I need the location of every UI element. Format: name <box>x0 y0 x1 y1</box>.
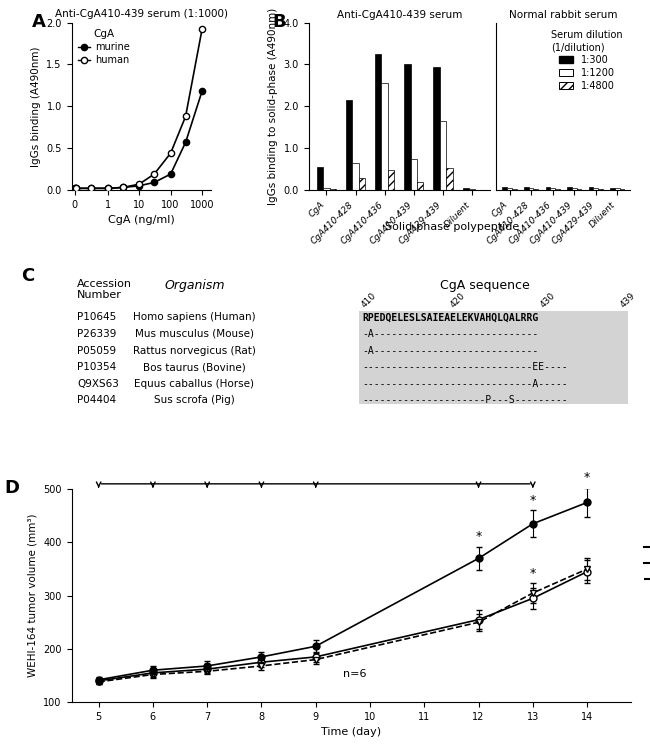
Text: 410: 410 <box>359 291 378 310</box>
Text: RPEDQELESLSAIEAELEKVAHQLQALRRG: RPEDQELESLSAIEAELEKVAHQLQALRRG <box>362 313 538 322</box>
Bar <box>507 188 512 190</box>
FancyBboxPatch shape <box>359 311 628 411</box>
Text: P26339: P26339 <box>77 329 116 339</box>
Bar <box>463 188 469 190</box>
Bar <box>534 189 538 190</box>
Text: A: A <box>32 13 46 31</box>
Y-axis label: WEHI-164 tumor volume (mm³): WEHI-164 tumor volume (mm³) <box>28 514 38 677</box>
Bar <box>555 189 560 190</box>
Text: P05059: P05059 <box>77 346 116 356</box>
Bar <box>323 188 330 190</box>
Legend: 1:300, 1:1200, 1:4800: 1:300, 1:1200, 1:4800 <box>548 27 626 94</box>
Text: -----------------------------A-----: -----------------------------A----- <box>362 378 568 389</box>
Bar <box>619 189 625 190</box>
Text: Mus musculus (Mouse): Mus musculus (Mouse) <box>135 329 254 339</box>
Bar <box>577 189 581 190</box>
Y-axis label: IgGs binding to solid-phase (A490nm): IgGs binding to solid-phase (A490nm) <box>268 8 278 205</box>
Bar <box>572 188 577 190</box>
Text: -----------------------------EE----: -----------------------------EE---- <box>362 362 568 372</box>
Bar <box>411 159 417 190</box>
Bar <box>545 187 551 190</box>
Text: P04404: P04404 <box>77 395 116 405</box>
Text: 430: 430 <box>538 291 557 310</box>
Text: Sus scrofa (Pig): Sus scrofa (Pig) <box>154 395 235 405</box>
Bar <box>615 188 619 190</box>
Text: n=6: n=6 <box>343 669 367 679</box>
Text: *: * <box>475 530 482 544</box>
Bar <box>352 163 359 190</box>
Bar <box>440 121 446 190</box>
Bar <box>598 189 603 190</box>
Bar <box>446 168 452 190</box>
Bar <box>434 66 440 190</box>
Bar <box>375 54 382 190</box>
Text: ---------------------P---S---------: ---------------------P---S--------- <box>362 395 568 405</box>
Text: -A----------------------------: -A---------------------------- <box>362 346 538 356</box>
Text: *: * <box>530 567 536 580</box>
Bar <box>512 189 517 190</box>
Text: P10645: P10645 <box>77 313 116 322</box>
X-axis label: Time (day): Time (day) <box>321 727 381 738</box>
Text: B: B <box>272 13 286 31</box>
Bar <box>593 188 598 190</box>
Bar <box>528 188 534 190</box>
Text: 439: 439 <box>619 291 637 310</box>
Text: 420: 420 <box>449 291 467 310</box>
Y-axis label: IgGs binding (A490nm): IgGs binding (A490nm) <box>31 46 41 167</box>
Text: D: D <box>5 479 20 497</box>
Text: -A----------------------------: -A---------------------------- <box>362 329 538 339</box>
Bar <box>551 188 555 190</box>
Bar <box>502 187 507 190</box>
Legend: Control Igs (6 μg, i.v.), Anti-CgA410-439 (6 μg, i.v.), Vehicle: Control Igs (6 μg, i.v.), Anti-CgA410-43… <box>642 539 650 588</box>
Bar <box>589 187 593 190</box>
Text: Organism: Organism <box>164 279 225 291</box>
Text: Bos taurus (Bovine): Bos taurus (Bovine) <box>143 362 246 372</box>
X-axis label: CgA (ng/ml): CgA (ng/ml) <box>108 215 175 225</box>
Text: Equus caballus (Horse): Equus caballus (Horse) <box>135 378 255 389</box>
Text: Q9XS63: Q9XS63 <box>77 378 119 389</box>
Title: Anti-CgA410-439 serum (1:1000): Anti-CgA410-439 serum (1:1000) <box>55 9 228 19</box>
Text: Homo sapiens (Human): Homo sapiens (Human) <box>133 313 256 322</box>
Bar <box>317 167 323 190</box>
Bar <box>359 178 365 190</box>
Title: Anti-CgA410-439 serum: Anti-CgA410-439 serum <box>337 11 462 20</box>
Text: CgA sequence: CgA sequence <box>440 279 530 291</box>
Bar <box>610 188 615 190</box>
Text: C: C <box>21 267 34 285</box>
Text: P10354: P10354 <box>77 362 116 372</box>
Bar <box>417 183 423 190</box>
Bar <box>567 187 572 190</box>
Bar <box>346 100 352 190</box>
Text: Accession
Number: Accession Number <box>77 279 132 300</box>
Bar <box>404 64 411 190</box>
Bar <box>524 187 528 190</box>
Text: *: * <box>530 494 536 507</box>
Text: *: * <box>584 471 590 484</box>
Text: Solid-phase polypeptide: Solid-phase polypeptide <box>385 222 519 233</box>
Legend: murine, human: murine, human <box>76 27 131 67</box>
Text: Rattus norvegicus (Rat): Rattus norvegicus (Rat) <box>133 346 256 356</box>
Bar <box>382 83 388 190</box>
Bar <box>388 170 395 190</box>
Title: Normal rabbit serum: Normal rabbit serum <box>509 11 618 20</box>
